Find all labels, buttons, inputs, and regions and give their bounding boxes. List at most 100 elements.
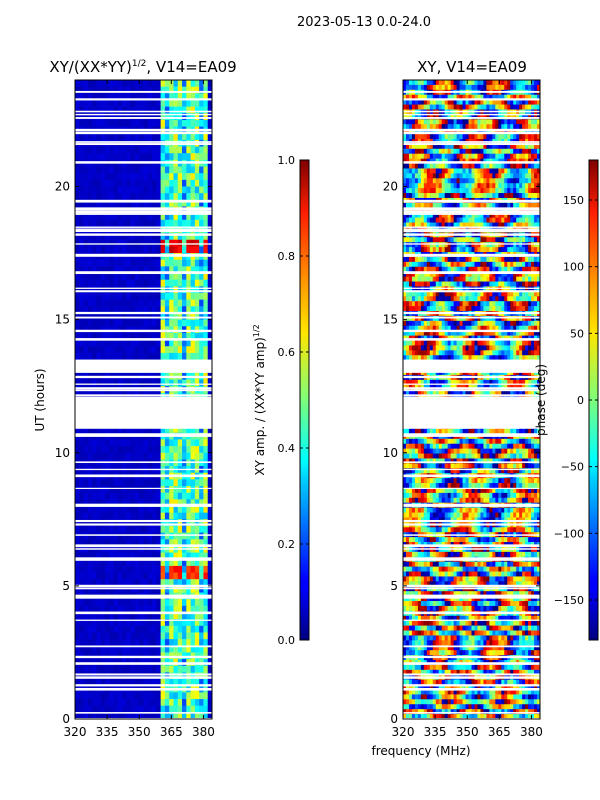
left-heatmap-cell xyxy=(173,319,179,327)
left-heatmap-cell xyxy=(143,392,149,401)
left-heatmap-cell xyxy=(75,259,80,267)
left-heatmap-cell xyxy=(186,492,192,500)
left-heatmap-cell xyxy=(182,312,187,321)
left-heatmap-cell xyxy=(113,625,119,634)
right-heatmap-cell xyxy=(492,153,496,160)
left-heatmap-cell xyxy=(113,605,119,614)
left-heatmap-cell xyxy=(104,306,110,314)
left-heatmap-cell xyxy=(147,193,153,201)
left-heatmap-cell xyxy=(199,499,205,507)
right-heatmap-cell xyxy=(531,80,535,86)
right-heatmap-cell xyxy=(423,242,428,248)
left-heatmap-cell xyxy=(160,219,166,228)
right-heatmap-cell xyxy=(441,261,446,268)
left-heatmap-cell xyxy=(75,605,80,614)
right-heatmap-cell xyxy=(528,261,532,268)
left-heatmap-cell xyxy=(186,113,192,121)
right-heatmap-cell xyxy=(447,104,452,111)
left-heatmap-cell xyxy=(203,619,209,627)
right-heatmap-cell xyxy=(459,256,464,263)
right-heatmap-cell xyxy=(489,168,493,174)
left-heatmap-cell xyxy=(92,153,98,161)
left-heatmap-cell xyxy=(75,80,80,88)
left-heatmap-cell xyxy=(177,552,183,560)
left-heatmap-cell xyxy=(194,86,200,94)
right-heatmap-cell xyxy=(414,173,419,179)
right-heatmap-cell xyxy=(519,143,523,150)
right-heatmap-cell xyxy=(483,80,487,86)
left-heatmap-cell xyxy=(173,665,179,674)
right-heatmap-cell xyxy=(450,134,455,140)
left-heatmap-cell xyxy=(83,193,89,201)
left-heatmap-cell xyxy=(96,332,102,341)
right-heatmap-cell xyxy=(403,143,407,150)
right-heatmap-cell xyxy=(450,84,455,91)
left-heatmap-cell xyxy=(92,299,98,307)
left-heatmap-cell xyxy=(100,525,106,534)
left-heatmap-cell xyxy=(113,572,119,580)
left-heatmap-cell xyxy=(203,552,209,560)
left-heatmap-cell xyxy=(79,259,85,267)
left-heatmap-cell xyxy=(194,392,200,401)
right-heatmap-cell xyxy=(486,261,490,268)
left-heatmap-cell xyxy=(139,352,145,361)
left-heatmap-cell xyxy=(203,166,209,174)
left-heatmap-cell xyxy=(143,639,149,647)
left-heatmap-cell xyxy=(122,572,127,580)
left-heatmap-cell xyxy=(160,459,166,467)
left-heatmap-cell xyxy=(122,113,127,121)
left-heatmap-cell xyxy=(92,492,98,500)
left-heatmap-cell xyxy=(164,486,170,494)
left-heatmap-cell xyxy=(147,619,153,627)
left-heatmap-cell xyxy=(100,459,106,467)
right-heatmap-cell xyxy=(426,217,431,224)
left-heatmap-cell xyxy=(164,233,170,241)
left-heatmap-cell xyxy=(199,492,205,500)
left-heatmap-cell xyxy=(177,193,183,201)
left-heatmap-cell xyxy=(130,233,136,241)
left-heatmap-cell xyxy=(143,306,149,314)
left-x-tick-label: 335 xyxy=(96,725,119,739)
right-heatmap-cell xyxy=(408,168,413,174)
left-heatmap-cell xyxy=(100,332,106,341)
right-heatmap-cell xyxy=(513,217,517,224)
left-heatmap-cell xyxy=(117,672,123,680)
left-heatmap-cell xyxy=(203,512,209,520)
left-heatmap-cell xyxy=(152,246,157,254)
left-heatmap-cell xyxy=(207,605,212,614)
left-colorbar-tick-label: 0.4 xyxy=(278,442,296,455)
left-heatmap-cell xyxy=(199,233,205,241)
left-heatmap-cell xyxy=(194,679,200,687)
right-heatmap-cell xyxy=(468,84,473,91)
left-heatmap-cell xyxy=(194,712,200,719)
left-heatmap-cell xyxy=(194,346,200,354)
right-heatmap-cell xyxy=(453,163,458,170)
left-heatmap-cell xyxy=(122,479,127,487)
left-heatmap-cell xyxy=(160,486,166,494)
left-heatmap-cell xyxy=(117,699,123,707)
left-heatmap-cell xyxy=(117,605,123,614)
right-heatmap-cell xyxy=(468,168,473,174)
left-heatmap-cell xyxy=(186,665,192,674)
right-heatmap-cell xyxy=(441,202,446,209)
left-heatmap-cell xyxy=(117,446,123,454)
left-heatmap-cell xyxy=(190,692,196,700)
right-heatmap-cell xyxy=(429,124,434,130)
left-heatmap-cell xyxy=(169,699,175,707)
left-heatmap-cell xyxy=(139,605,145,614)
right-heatmap-cell xyxy=(429,163,434,170)
left-heatmap-cell xyxy=(100,492,106,500)
left-heatmap-cell xyxy=(152,565,157,574)
left-heatmap-cell xyxy=(199,519,205,527)
left-heatmap-cell xyxy=(177,299,183,307)
left-heatmap-cell xyxy=(160,645,166,654)
left-heatmap-cell xyxy=(104,86,110,94)
right-heatmap-cell xyxy=(420,124,425,130)
right-heatmap-cell xyxy=(516,242,520,248)
right-heatmap-cell xyxy=(447,84,452,91)
right-heatmap-cell xyxy=(435,173,440,179)
left-heatmap-cell xyxy=(87,512,93,520)
left-heatmap-cell xyxy=(126,512,132,520)
right-heatmap-cell xyxy=(465,104,470,111)
left-heatmap-cell xyxy=(169,612,175,620)
